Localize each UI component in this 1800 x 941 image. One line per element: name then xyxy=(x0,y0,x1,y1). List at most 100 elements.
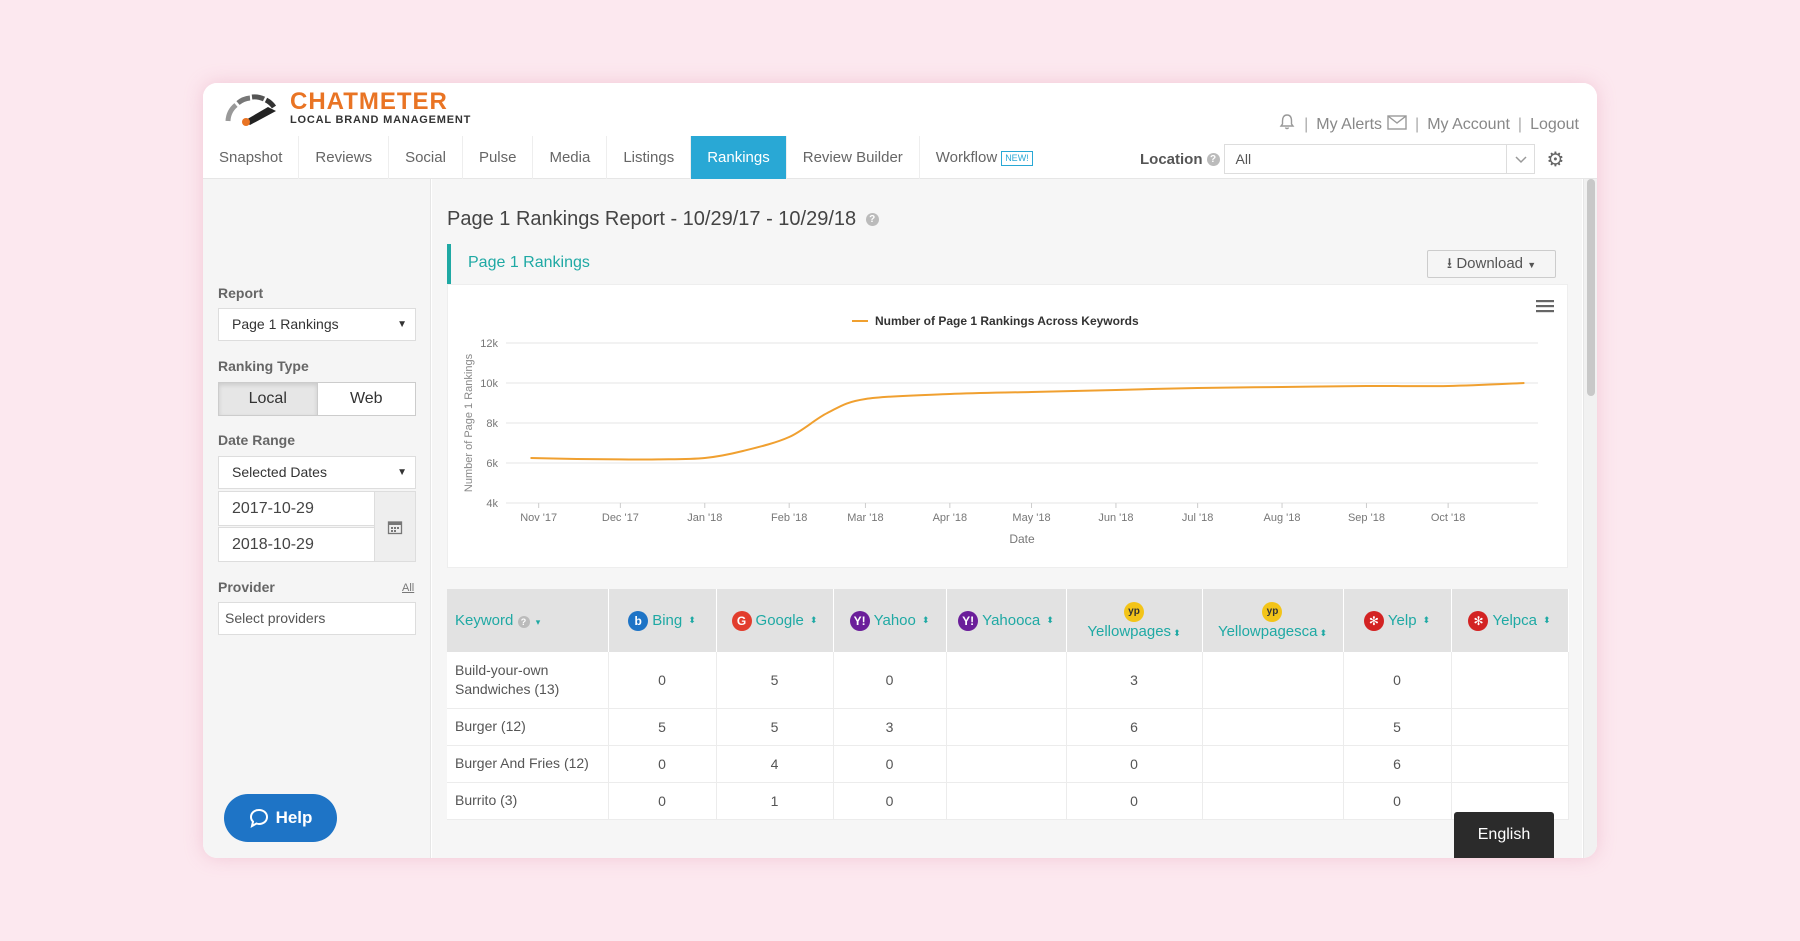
provider-header-yelp[interactable]: ✻ Yelp ⬍ xyxy=(1343,589,1452,652)
y-axis-title: Number of Page 1 Rankings xyxy=(463,353,475,492)
rank-count-cell[interactable]: 5 xyxy=(1343,708,1452,746)
provider-all-link[interactable]: All xyxy=(402,582,415,594)
rank-count-cell xyxy=(1202,708,1344,746)
rank-count-cell[interactable]: 1 xyxy=(716,782,834,820)
location-select[interactable]: All xyxy=(1223,144,1535,174)
download-icon: ⭳ xyxy=(1446,255,1453,272)
rank-count-cell[interactable]: 5 xyxy=(716,652,834,709)
report-select[interactable]: Page 1 Rankings ▼ xyxy=(218,308,416,341)
tab-snapshot[interactable]: Snapshot xyxy=(203,136,300,179)
tab-rankings[interactable]: Rankings xyxy=(691,136,787,179)
provider-header-yahooca[interactable]: Y! Yahooca ⬍ xyxy=(946,589,1067,652)
tab-listings[interactable]: Listings xyxy=(607,136,692,179)
provider-label: Provider xyxy=(218,579,275,595)
provider-header-yellowpagesca[interactable]: yp Yellowpagesca ⬍ xyxy=(1202,589,1344,652)
logout-link[interactable]: Logout xyxy=(1530,115,1579,133)
rank-count-cell[interactable]: 0 xyxy=(833,652,947,709)
provider-header-yellowpages[interactable]: yp Yellowpages ⬍ xyxy=(1066,589,1203,652)
keyword-column-header[interactable]: Keyword ? ▾ xyxy=(447,589,609,652)
x-tick-label: Aug '18 xyxy=(1264,512,1301,524)
download-label: Download xyxy=(1456,255,1524,272)
rank-count-cell[interactable]: 0 xyxy=(608,652,717,709)
envelope-icon[interactable] xyxy=(1387,114,1407,135)
calendar-icon[interactable] xyxy=(374,491,416,562)
y-tick-label: 10k xyxy=(480,378,498,390)
rank-count-cell[interactable]: 5 xyxy=(716,708,834,746)
tab-media[interactable]: Media xyxy=(533,136,608,179)
panel-header: Page 1 Rankings ⭳ Download ▼ xyxy=(447,244,1568,284)
rank-count-cell[interactable]: 0 xyxy=(1066,782,1203,820)
x-tick-label: May '18 xyxy=(1012,512,1050,524)
gear-icon[interactable]: ⚙ xyxy=(1546,148,1565,171)
date-range-select[interactable]: Selected Dates ▼ xyxy=(218,456,416,489)
scrollbar-thumb[interactable] xyxy=(1587,179,1595,396)
end-date-input[interactable]: 2018-10-29 xyxy=(218,527,375,562)
my-alerts-link[interactable]: My Alerts xyxy=(1316,115,1383,133)
rank-count-cell[interactable]: 0 xyxy=(1066,745,1203,783)
language-button[interactable]: English xyxy=(1454,812,1554,858)
provider-header-yahoo[interactable]: Y! Yahoo ⬍ xyxy=(833,589,947,652)
ranking-type-web[interactable]: Web xyxy=(317,383,415,415)
rank-count-cell[interactable]: 0 xyxy=(1343,652,1452,709)
date-range-value: Selected Dates xyxy=(232,464,327,480)
help-button[interactable]: Help xyxy=(224,794,337,842)
yelp-icon: ✻ xyxy=(1363,610,1384,631)
my-account-link[interactable]: My Account xyxy=(1427,115,1510,133)
yellowpagesca-icon: yp xyxy=(1262,602,1283,622)
start-date-input[interactable]: 2017-10-29 xyxy=(218,491,375,526)
rank-count-cell[interactable]: 0 xyxy=(833,745,947,783)
help-label: Help xyxy=(275,808,313,827)
rank-count-cell[interactable]: 0 xyxy=(608,745,717,783)
provider-header-google[interactable]: G Google ⬍ xyxy=(716,589,834,652)
sort-icon: ⬍ xyxy=(688,615,696,625)
y-tick-label: 8k xyxy=(486,418,498,430)
ranking-type-label: Ranking Type xyxy=(218,358,309,374)
provider-select[interactable]: Select providers xyxy=(218,602,416,635)
yahooca-icon: Y! xyxy=(958,610,979,631)
help-icon[interactable]: ? xyxy=(865,213,879,227)
rank-count-cell[interactable]: 6 xyxy=(1343,745,1452,783)
chat-bubble-icon xyxy=(249,808,269,828)
chevron-down-icon xyxy=(1505,145,1534,173)
location-label: Location xyxy=(1140,150,1203,168)
yelpca-icon: ✻ xyxy=(1468,610,1489,631)
main-content: Page 1 Rankings Report - 10/29/17 - 10/2… xyxy=(432,179,1582,858)
rank-count-cell[interactable]: 6 xyxy=(1066,708,1203,746)
bell-icon[interactable] xyxy=(1278,113,1296,136)
logo[interactable]: CHATMETER LOCAL BRAND MANAGEMENT xyxy=(224,89,471,127)
provider-header-bing[interactable]: b Bing ⬍ xyxy=(608,589,717,652)
tab-reviews[interactable]: Reviews xyxy=(299,136,390,179)
rank-count-cell[interactable]: 0 xyxy=(608,782,717,820)
table-row: Burger And Fries (12) 0 4 0 0 6 xyxy=(447,745,1569,783)
help-icon[interactable]: ? xyxy=(1206,152,1220,166)
rank-count-cell[interactable]: 3 xyxy=(833,708,947,746)
main-nav: Snapshot Reviews Social Pulse Media List… xyxy=(203,136,1597,179)
scrollbar[interactable] xyxy=(1583,179,1597,858)
x-tick-label: Mar '18 xyxy=(847,512,883,524)
caret-down-icon: ▼ xyxy=(1527,260,1537,270)
x-tick-label: Nov '17 xyxy=(520,512,557,524)
provider-header-yelpca[interactable]: ✻ Yelpca ⬍ xyxy=(1451,589,1569,652)
tab-workflow[interactable]: Workflow NEW! xyxy=(920,136,1049,179)
tab-review-builder[interactable]: Review Builder xyxy=(787,136,920,179)
caret-down-icon: ▼ xyxy=(397,467,407,478)
bing-icon: b xyxy=(628,610,649,631)
sort-icon: ⬍ xyxy=(1046,615,1054,625)
panel-title: Page 1 Rankings xyxy=(468,254,590,271)
rank-count-cell[interactable]: 5 xyxy=(608,708,717,746)
location-value: All xyxy=(1235,151,1252,167)
ranking-type-local[interactable]: Local xyxy=(219,383,318,415)
tab-social[interactable]: Social xyxy=(389,136,463,179)
tab-pulse[interactable]: Pulse xyxy=(463,136,534,179)
location-filter: Location ? All ⚙ xyxy=(1140,144,1564,174)
sort-icon: ⬍ xyxy=(921,615,930,625)
rank-count-cell[interactable]: 0 xyxy=(833,782,947,820)
menu-icon[interactable] xyxy=(1536,299,1554,318)
brand-tagline: LOCAL BRAND MANAGEMENT xyxy=(290,114,472,126)
rank-count-cell[interactable]: 0 xyxy=(1343,782,1452,820)
rank-count-cell[interactable]: 3 xyxy=(1066,652,1203,709)
help-icon: ? xyxy=(517,616,530,628)
rank-count-cell[interactable]: 4 xyxy=(716,745,834,783)
provider-label: Google xyxy=(755,612,804,629)
download-button[interactable]: ⭳ Download ▼ xyxy=(1427,250,1556,278)
